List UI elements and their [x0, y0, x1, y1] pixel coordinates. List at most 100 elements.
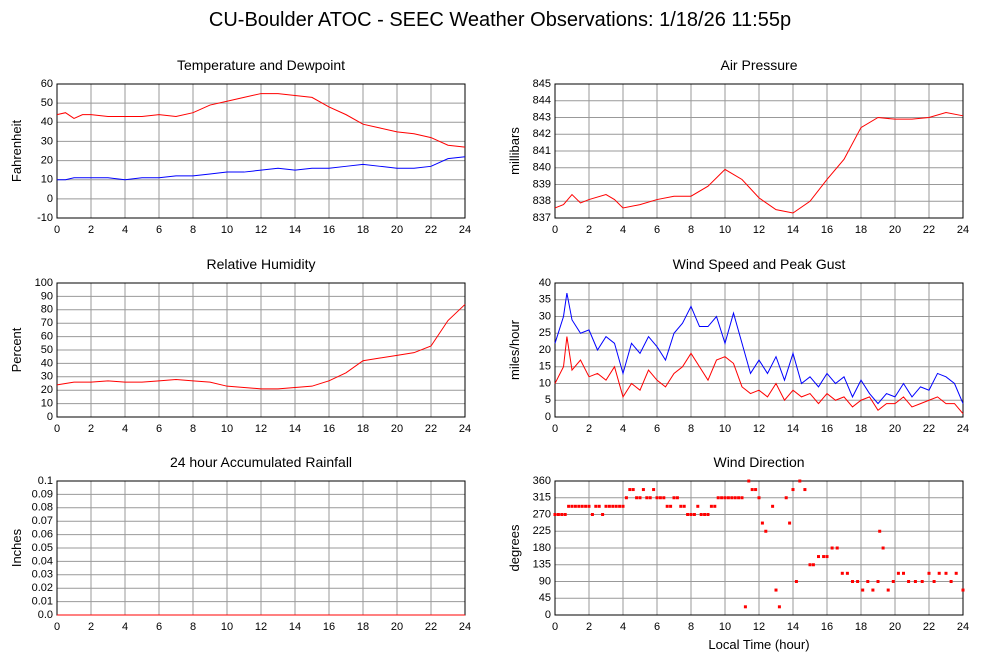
x-tick-label: 22 — [923, 621, 935, 633]
x-tick-label: 18 — [357, 621, 369, 633]
y-axis-label: miles/hour — [507, 319, 522, 380]
x-tick-label: 22 — [425, 224, 437, 236]
data-point — [750, 488, 754, 492]
y-tick-label: 5 — [545, 394, 551, 406]
data-point — [777, 605, 781, 609]
y-axis-label: Fahrenheit — [9, 120, 24, 183]
x-tick-label: 10 — [221, 224, 233, 236]
x-tick-label: 12 — [255, 224, 267, 236]
data-point — [723, 496, 727, 500]
y-tick-label: 0.1 — [38, 475, 53, 487]
data-point — [937, 571, 941, 575]
x-tick-label: 22 — [923, 423, 935, 435]
y-tick-label: 840 — [533, 162, 551, 174]
x-tick-label: 4 — [122, 423, 128, 435]
x-tick-label: 14 — [787, 621, 799, 633]
y-tick-label: 10 — [41, 398, 53, 410]
data-point — [771, 504, 775, 508]
data-point — [618, 504, 622, 508]
data-point — [740, 496, 744, 500]
data-point — [851, 580, 854, 583]
y-tick-label: 30 — [41, 135, 53, 147]
data-point — [907, 580, 911, 583]
data-point — [577, 504, 581, 508]
x-tick-label: 22 — [425, 423, 437, 435]
data-point — [716, 496, 720, 500]
data-point — [808, 563, 812, 567]
data-point — [573, 504, 577, 508]
data-point — [840, 571, 844, 575]
data-point — [811, 563, 815, 567]
x-tick-label: 6 — [654, 224, 660, 236]
data-point — [794, 580, 798, 583]
data-point — [709, 504, 713, 508]
data-point — [961, 588, 965, 592]
y-tick-label: 841 — [533, 145, 551, 157]
series-line — [554, 336, 964, 414]
y-tick-label: 0.0 — [38, 609, 53, 621]
x-tick-label: 14 — [787, 224, 799, 236]
x-tick-label: 4 — [620, 423, 626, 435]
data-point — [584, 504, 588, 508]
data-point — [764, 529, 768, 533]
data-point — [638, 496, 642, 500]
data-point — [703, 513, 707, 516]
x-tick-label: 18 — [357, 423, 369, 435]
data-point — [757, 496, 761, 500]
data-point — [871, 588, 875, 592]
y-tick-label: 20 — [539, 344, 551, 356]
x-tick-label: 0 — [54, 224, 60, 236]
x-tick-label: 0 — [54, 423, 60, 435]
data-point — [845, 571, 849, 575]
y-tick-label: 845 — [533, 78, 551, 90]
data-point — [856, 580, 860, 583]
x-tick-label: 24 — [459, 621, 471, 633]
data-point — [621, 504, 625, 508]
series-line — [554, 111, 964, 214]
data-point — [641, 488, 645, 492]
data-point — [733, 496, 737, 500]
x-tick-label: 14 — [289, 621, 301, 633]
data-point — [902, 571, 905, 575]
y-axis-label: Percent — [9, 327, 24, 372]
data-point — [679, 504, 683, 508]
plot-frame — [56, 83, 466, 219]
data-point — [788, 521, 792, 525]
x-tick-label: 8 — [688, 423, 694, 435]
data-point — [944, 571, 948, 575]
y-tick-label: 360 — [533, 475, 551, 487]
x-tick-label: 24 — [957, 423, 969, 435]
data-point — [949, 580, 953, 583]
data-point — [601, 513, 605, 516]
x-tick-label: 2 — [586, 621, 592, 633]
data-point — [726, 496, 730, 500]
y-tick-label: 30 — [41, 371, 53, 383]
data-point — [611, 504, 615, 508]
y-tick-label: 180 — [533, 542, 551, 554]
y-axis-label: degrees — [507, 524, 522, 571]
data-point — [580, 504, 584, 508]
x-tick-label: 16 — [821, 224, 833, 236]
data-point — [658, 496, 662, 500]
x-tick-label: 0 — [552, 224, 558, 236]
x-tick-label: 6 — [156, 224, 162, 236]
x-tick-label: 20 — [391, 423, 403, 435]
data-point — [669, 504, 673, 508]
x-tick-label: 0 — [552, 621, 558, 633]
y-tick-label: 80 — [41, 304, 53, 316]
data-point — [743, 605, 747, 609]
x-tick-label: 10 — [221, 423, 233, 435]
y-tick-label: 0 — [47, 411, 53, 423]
x-tick-label: 10 — [719, 621, 731, 633]
y-tick-label: 20 — [41, 384, 53, 396]
y-tick-label: 20 — [41, 154, 53, 166]
x-tick-label: 6 — [654, 423, 660, 435]
data-point — [563, 513, 567, 516]
x-tick-label: 18 — [855, 423, 867, 435]
data-point — [645, 496, 649, 500]
data-point — [891, 580, 895, 583]
data-point — [699, 513, 703, 516]
x-tick-label: 8 — [190, 224, 196, 236]
y-tick-label: 270 — [533, 508, 551, 520]
x-tick-label: 22 — [425, 621, 437, 633]
